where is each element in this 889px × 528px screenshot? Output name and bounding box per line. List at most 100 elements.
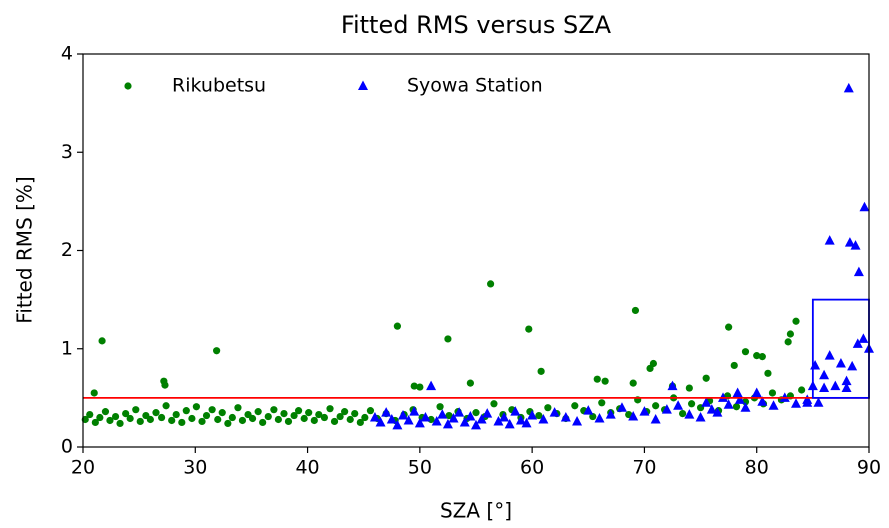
data-point [646,364,654,372]
data-point [852,338,863,348]
data-point [753,352,761,360]
data-point [583,405,594,415]
data-point [549,407,560,417]
data-point [571,402,579,410]
data-point [740,402,751,412]
data-point [392,419,403,430]
chart-title: Fitted RMS versus SZA [341,11,612,39]
data-point [398,410,409,420]
data-point [274,415,282,424]
data-point [741,348,750,356]
data-point [162,402,170,410]
data-point [572,415,583,426]
data-point [850,240,861,250]
data-point [320,413,329,422]
legend-label: Syowa Station [407,75,543,97]
data-point [847,360,858,371]
data-point [768,400,779,410]
data-point [537,367,545,375]
data-point [152,409,160,417]
data-point [366,407,375,415]
data-point [525,325,533,333]
data-point [843,82,854,93]
data-point [326,405,334,413]
data-point [454,407,465,417]
y-tick-label: 2 [61,239,73,261]
data-point [701,397,712,407]
x-tick-label: 50 [408,457,432,479]
data-point [228,413,236,422]
data-point [853,266,864,277]
data-point [284,417,293,426]
data-point [431,415,442,426]
data-point [442,418,453,429]
data-point [476,413,487,424]
data-point [859,201,870,212]
data-point [172,410,180,419]
x-axis-label: SZA [°] [440,499,512,523]
data-point [437,409,448,419]
data-point [538,413,549,424]
data-point [98,337,106,345]
data-point [687,400,696,408]
data-point [465,411,476,421]
data-point [493,415,504,426]
data-point [629,379,637,387]
data-point [90,389,98,397]
data-point [734,394,745,404]
data-point [560,412,571,422]
data-point [841,382,852,393]
data-point [732,403,741,411]
data-point [416,383,424,391]
data-point [798,386,806,394]
data-point [369,412,380,422]
data-point [810,359,821,370]
data-point [420,412,431,422]
data-point [106,416,114,425]
data-point [341,408,349,416]
plot-frame [82,53,870,448]
data-point [499,412,510,422]
data-point [386,413,397,424]
data-point [259,418,267,427]
data-point [158,413,166,422]
data-point [375,416,386,427]
data-point [684,409,695,419]
data-point [101,408,110,416]
data-point [661,404,672,414]
x-tick-label: 70 [632,457,656,479]
x-tick-label: 60 [520,457,544,479]
data-point [224,419,232,428]
data-point [824,350,835,360]
x-tick-label: 40 [295,457,319,479]
data-point [136,417,144,426]
data-point [472,409,480,417]
data-point [791,398,802,408]
data-point [381,407,392,417]
data-point [667,380,678,391]
data-point [593,375,601,383]
data-point [786,330,795,338]
data-point [504,418,515,429]
data-point [356,418,364,427]
data-point [594,413,605,423]
data-point [844,237,855,247]
data-point [214,415,222,424]
data-point [218,409,226,417]
data-point [188,414,196,423]
data-point [168,416,176,425]
data-point [178,418,186,427]
data-point [650,413,661,424]
data-point [628,411,639,421]
legend-marker [358,80,368,90]
x-tick-label: 30 [183,457,207,479]
data-point [466,379,474,387]
data-point [679,409,687,418]
data-point [436,403,444,411]
data-point [819,369,830,380]
data-point [213,347,221,355]
data-point [403,414,414,425]
data-point [280,409,288,418]
data-point [802,397,813,407]
data-point [459,416,470,427]
